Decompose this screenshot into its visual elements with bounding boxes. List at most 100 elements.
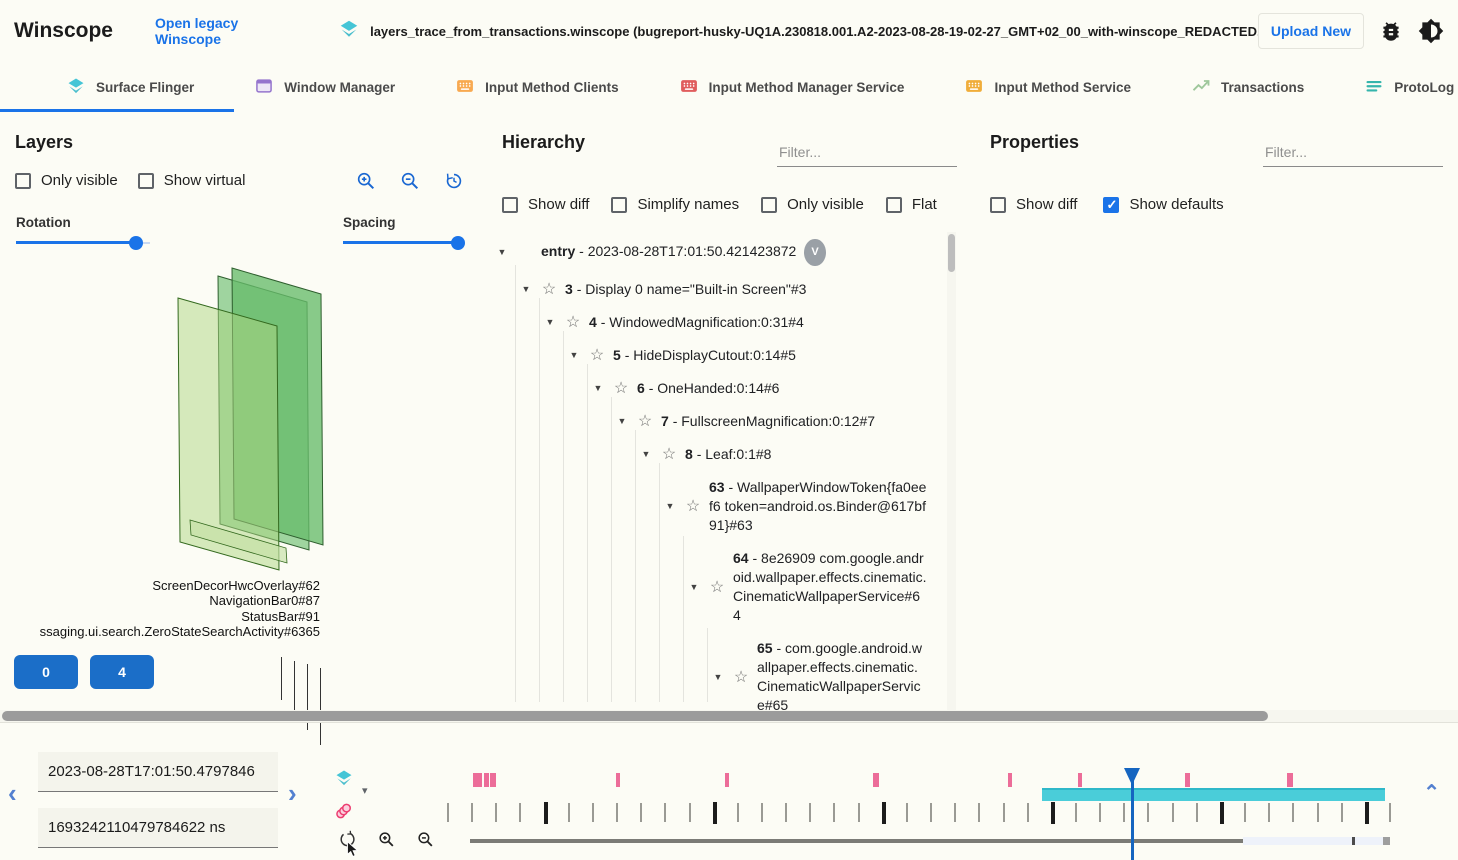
zoom-out-icon[interactable] (399, 170, 421, 192)
pin-star-icon[interactable]: ☆ (589, 347, 605, 364)
hierarchy-option-checkbox[interactable]: Show diff (502, 196, 589, 213)
layers-3d-view[interactable] (100, 255, 430, 585)
layers-option-checkbox[interactable]: Show virtual (137, 172, 245, 189)
collapse-timeline-button[interactable]: ⌃ (1423, 782, 1440, 804)
tab-input-method-service[interactable]: Input Method Service (934, 62, 1161, 112)
expand-arrow-icon[interactable]: ▼ (641, 449, 651, 459)
transition-mark[interactable] (484, 773, 489, 787)
expand-arrow-icon[interactable]: ▼ (665, 501, 675, 511)
expand-arrow-icon[interactable]: ▼ (545, 317, 555, 327)
rect-id-button[interactable]: 0 (14, 655, 78, 689)
checkbox[interactable] (611, 196, 628, 213)
tree-node[interactable]: ▼ ☆ 5 - HideDisplayCutout:0:14#5 (487, 339, 945, 372)
tree-node[interactable]: ▼ ☆ 3 - Display 0 name="Built-in Screen"… (487, 273, 945, 306)
dark-mode-icon[interactable] (1418, 18, 1444, 44)
checkbox[interactable] (137, 172, 154, 189)
timeline-scrollbar-track[interactable] (1243, 837, 1390, 845)
transition-mark[interactable] (1185, 773, 1190, 787)
transition-mark[interactable] (1008, 773, 1012, 787)
upload-new-button[interactable]: Upload New (1257, 13, 1364, 49)
checkbox[interactable] (990, 196, 1006, 213)
expand-arrow-icon[interactable]: ▼ (497, 247, 507, 257)
hierarchy-option-checkbox[interactable]: Only visible (761, 196, 864, 213)
expand-arrow-icon[interactable]: ▼ (689, 581, 699, 592)
checkbox[interactable] (15, 172, 31, 189)
layers-option-checkbox[interactable]: Only visible (15, 172, 118, 189)
timeline-selection-range[interactable] (1042, 788, 1385, 801)
tab-input-method-manager-service[interactable]: Input Method Manager Service (649, 62, 935, 112)
timestamp-input[interactable] (38, 752, 278, 792)
expand-arrow-icon[interactable]: ▼ (617, 416, 627, 426)
timeline-canvas[interactable] (445, 765, 1397, 860)
pin-star-icon[interactable]: ☆ (685, 498, 701, 515)
pin-star-icon[interactable]: ☆ (613, 380, 629, 397)
transition-mark[interactable] (616, 773, 620, 787)
properties-option-checkbox[interactable]: Show diff (990, 196, 1077, 213)
tree-node[interactable]: ▼ ☆ 4 - WindowedMagnification:0:31#4 (487, 306, 945, 339)
pin-star-icon[interactable]: ☆ (709, 578, 725, 596)
timestamp-ns-input[interactable] (38, 808, 278, 848)
tab-input-method-clients[interactable]: Input Method Clients (425, 62, 648, 112)
scrollbar-thumb[interactable] (948, 234, 955, 272)
checkbox[interactable] (885, 196, 902, 213)
spacing-slider[interactable] (343, 236, 465, 250)
timeline-zoom-in-icon[interactable] (377, 830, 396, 849)
scrollbar-thumb[interactable] (2, 711, 1268, 721)
pin-star-icon[interactable]: ☆ (541, 281, 557, 298)
tree-node[interactable]: ▼ ☆ 8 - Leaf:0:1#8 (487, 438, 945, 471)
pin-star-icon[interactable]: ☆ (637, 413, 653, 430)
trace-dropdown-caret-icon[interactable]: ▾ (362, 785, 368, 797)
timeline-scrollbar[interactable] (470, 839, 1243, 843)
pin-star-icon[interactable]: ☆ (661, 446, 677, 463)
tree-node[interactable]: ▼ ☆ 6 - OneHanded:0:14#6 (487, 372, 945, 405)
pin-star-icon[interactable]: ☆ (733, 668, 749, 686)
tab-protolog[interactable]: ProtoLog (1334, 62, 1458, 112)
rotation-slider[interactable] (16, 236, 150, 250)
reset-view-icon[interactable] (443, 170, 465, 192)
timeline-cursor-head-icon[interactable] (1124, 768, 1140, 785)
layer-label[interactable]: ssaging.ui.search.ZeroStateSearchActivit… (39, 624, 320, 640)
previous-entry-button[interactable]: ‹ (8, 778, 17, 808)
tab-window-manager[interactable]: Window Manager (224, 62, 425, 112)
pin-star-icon[interactable]: ☆ (565, 314, 581, 331)
next-entry-button[interactable]: › (288, 778, 297, 808)
timeline-cursor[interactable] (1131, 768, 1134, 860)
expand-arrow-icon[interactable]: ▼ (593, 383, 603, 393)
zoom-in-icon[interactable] (355, 170, 377, 192)
bug-report-icon[interactable] (1378, 18, 1404, 44)
transition-mark[interactable] (490, 773, 496, 787)
horizontal-split-scrollbar[interactable] (0, 710, 1458, 723)
tab-surface-flinger[interactable]: Surface Flinger (0, 62, 235, 112)
layer-label[interactable]: StatusBar#91 (241, 608, 320, 624)
rect-id-button[interactable]: 4 (90, 655, 154, 689)
transition-mark[interactable] (725, 773, 729, 787)
tree-node[interactable]: ▼ ☆ 7 - FullscreenMagnification:0:12#7 (487, 405, 945, 438)
checkbox[interactable] (1103, 196, 1120, 213)
timeline-zoom-out-icon[interactable] (416, 830, 435, 849)
checkbox[interactable] (502, 196, 518, 213)
checkbox[interactable] (761, 196, 778, 213)
transitions-trace-icon[interactable] (334, 801, 354, 826)
hierarchy-scrollbar[interactable] (947, 232, 956, 710)
expand-arrow-icon[interactable]: ▼ (569, 350, 579, 360)
hierarchy-option-checkbox[interactable]: Simplify names (611, 196, 739, 213)
tree-node[interactable]: ▼ ☆ 64 - 8e26909 com.google.android.wall… (487, 542, 945, 632)
tree-node[interactable]: ▼ ☆ entry - 2023-08-28T17:01:50.42142387… (487, 232, 945, 273)
transition-mark[interactable] (473, 773, 482, 787)
tree-node[interactable]: ▼ ☆ 63 - WallpaperWindowToken{fa0eef6 to… (487, 471, 945, 542)
tab-transactions[interactable]: Transactions (1161, 62, 1334, 112)
expand-arrow-icon[interactable]: ▼ (521, 284, 531, 294)
properties-filter-input[interactable] (1263, 140, 1443, 167)
transition-mark[interactable] (1287, 773, 1293, 787)
transition-mark[interactable] (873, 773, 879, 787)
transition-mark[interactable] (1078, 773, 1082, 787)
open-legacy-link[interactable]: Open legacy Winscope (155, 15, 239, 47)
hierarchy-filter-input[interactable] (777, 140, 957, 167)
expand-arrow-icon[interactable]: ▼ (713, 671, 723, 682)
layers-trace-icon[interactable] (334, 770, 354, 792)
layer-label[interactable]: ScreenDecorHwcOverlay#62 (152, 578, 320, 593)
properties-option-checkbox[interactable]: Show defaults (1103, 196, 1224, 213)
layer-label[interactable]: NavigationBar0#87 (209, 593, 320, 609)
hierarchy-option-checkbox[interactable]: Flat (885, 196, 937, 213)
tree-node[interactable]: ▼ ☆ 65 - com.google.android.wallpaper.ef… (487, 632, 945, 710)
